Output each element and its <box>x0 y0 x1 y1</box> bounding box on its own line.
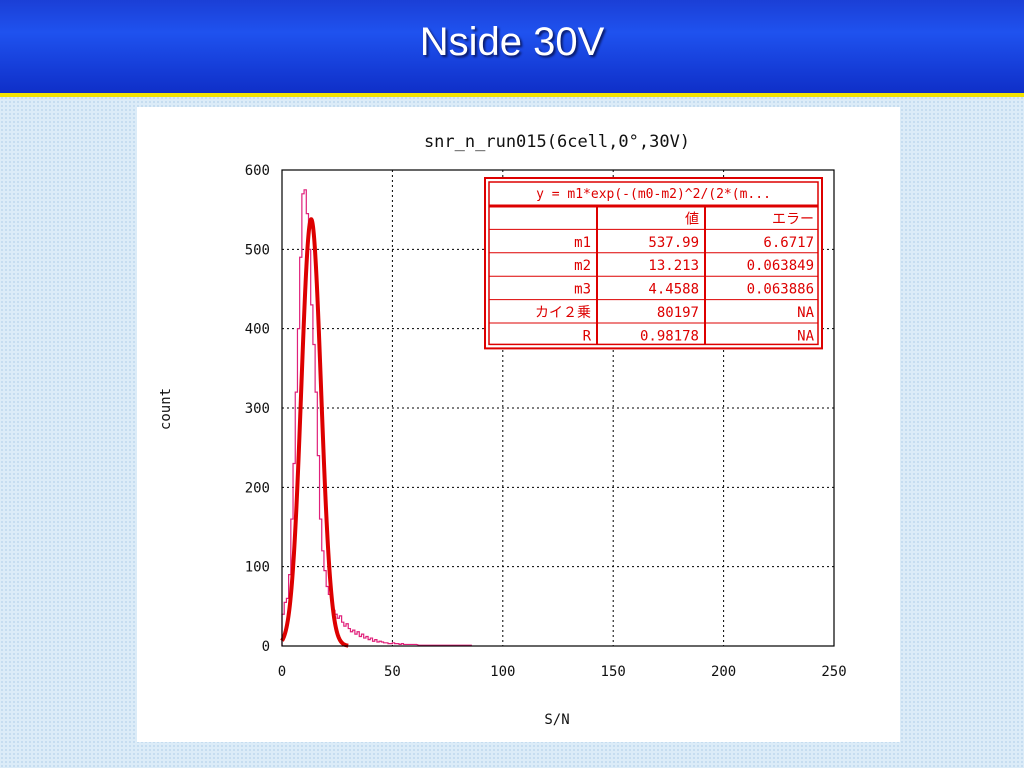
x-tick-label: 250 <box>821 664 846 680</box>
fit-table-header: 値 <box>685 211 699 227</box>
fit-table-cell: 80197 <box>657 305 699 321</box>
fit-table-cell: m2 <box>574 258 591 274</box>
y-tick-label: 400 <box>245 322 270 338</box>
slide-header: Nside 30V <box>0 0 1024 97</box>
fit-table-cell: 6.6717 <box>763 235 814 251</box>
histogram-series <box>281 189 472 646</box>
fit-table-cell: 0.063849 <box>747 258 814 274</box>
x-tick-label: 0 <box>278 664 286 680</box>
histogram-chart: 0 50 100 150 200 250 0 100 200 300 400 500 600 snr_n… <box>158 132 847 728</box>
x-tick-label: 200 <box>711 664 736 680</box>
gaussian-fit-series <box>280 217 350 648</box>
fit-table-cell: 4.4588 <box>648 282 699 298</box>
plot-frame <box>281 169 835 647</box>
fit-table-inner-frame <box>488 181 819 346</box>
fit-table-header: エラー <box>772 211 814 227</box>
y-tick-label: 200 <box>245 480 270 496</box>
fit-table-cell: 13.213 <box>648 258 699 274</box>
slide-title: Nside 30V <box>419 20 605 64</box>
fit-table-cell: m1 <box>574 235 591 251</box>
y-tick-label: 600 <box>245 163 270 179</box>
x-axis-label: S/N <box>544 712 569 728</box>
fit-formula: y = m1*exp(-(m0-m2)^2/(2*(m... <box>536 187 771 202</box>
fit-table-cell: 537.99 <box>648 235 699 251</box>
x-tick-label: 50 <box>384 664 401 680</box>
fit-table-cell: 0.063886 <box>747 282 814 298</box>
y-tick-label: 100 <box>245 560 270 576</box>
y-tick-label: 500 <box>245 242 270 258</box>
fit-table-cell: NA <box>797 328 814 344</box>
fit-table-cell: 0.98178 <box>640 328 699 344</box>
chart-title: snr_n_run015(6cell,0°,30V) <box>424 132 690 152</box>
x-tick-label: 150 <box>601 664 626 680</box>
y-tick-label: 300 <box>245 401 270 417</box>
fit-table-cell: NA <box>797 305 814 321</box>
chart-panel: 0 50 100 150 200 250 0 100 200 300 400 500 600 snr_n… <box>137 107 900 742</box>
y-tick-label: 0 <box>262 639 270 655</box>
fit-table-cell: R <box>583 328 592 344</box>
x-tick-label: 100 <box>490 664 515 680</box>
fit-table-cell: カイ２乗 <box>535 305 591 321</box>
y-axis-label: count <box>158 388 174 430</box>
fit-table-cell: m3 <box>574 282 591 298</box>
